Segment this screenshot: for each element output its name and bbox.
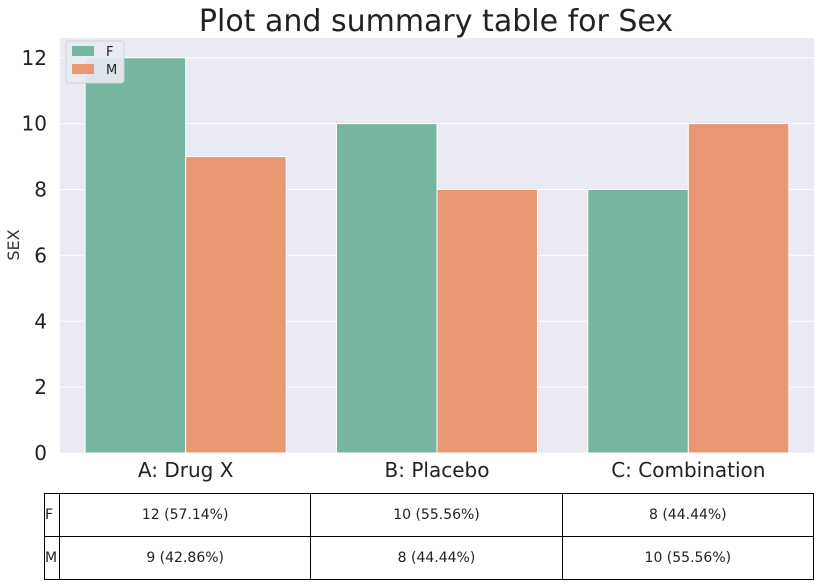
table-cell: 8 (44.44%) bbox=[310, 536, 563, 580]
bar-m-2 bbox=[687, 123, 790, 454]
table-cell: 8 (44.44%) bbox=[561, 493, 815, 537]
y-tick-label: 12 bbox=[22, 46, 47, 70]
y-axis-label: SEX bbox=[4, 229, 23, 260]
table-row-label: M bbox=[44, 536, 60, 580]
y-tick-label: 0 bbox=[34, 441, 47, 465]
legend-label-f: F bbox=[106, 45, 113, 60]
table-row-label: F bbox=[44, 493, 60, 537]
bar-f-1 bbox=[335, 123, 438, 454]
chart-title: Plot and summary table for Sex bbox=[199, 4, 673, 39]
y-tick-label: 4 bbox=[34, 309, 47, 333]
table-cell: 10 (55.56%) bbox=[310, 493, 563, 537]
x-tick-labels: A: Drug X B: Placebo C: Combination bbox=[138, 458, 766, 482]
bars bbox=[84, 57, 790, 454]
legend-label-m: M bbox=[106, 63, 117, 78]
y-tick-label: 6 bbox=[34, 243, 47, 267]
chart: Plot and summary table for Sex 0 2 4 6 8 10 12… bbox=[4, 4, 814, 482]
x-tick-label: C: Combination bbox=[611, 458, 765, 482]
x-tick-label: B: Placebo bbox=[385, 458, 490, 482]
legend-swatch-m bbox=[72, 64, 94, 74]
y-tick-label: 8 bbox=[34, 178, 47, 202]
table-cell: 9 (42.86%) bbox=[58, 536, 312, 580]
bar-m-0 bbox=[185, 156, 287, 454]
legend-swatch-f bbox=[72, 46, 94, 56]
x-tick-label: A: Drug X bbox=[138, 458, 234, 482]
legend: FM bbox=[65, 40, 125, 84]
bar-m-1 bbox=[436, 189, 539, 454]
table-row: F 12 (57.14%) 10 (55.56%) 8 (44.44%) bbox=[44, 493, 815, 537]
bar-f-0 bbox=[84, 57, 187, 454]
bar-f-2 bbox=[587, 189, 689, 454]
y-tick-label: 10 bbox=[22, 112, 47, 136]
table-cell: 12 (57.14%) bbox=[58, 493, 312, 537]
y-tick-label: 2 bbox=[34, 375, 47, 399]
table-cell: 10 (55.56%) bbox=[561, 536, 815, 580]
y-tick-labels: 0 2 4 6 8 10 12 bbox=[22, 46, 47, 465]
summary-table: F 12 (57.14%) 10 (55.56%) 8 (44.44%) M 9 (42.… bbox=[44, 493, 815, 580]
